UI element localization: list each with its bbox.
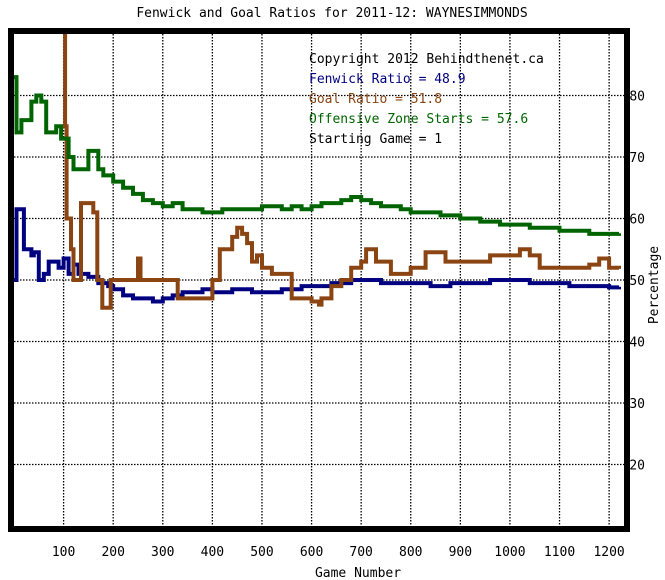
y-tick-label: 40 [629, 336, 645, 351]
plot-frame [8, 28, 630, 532]
y-tick-label: 50 [629, 274, 645, 289]
series-line-fenwick-ratio [14, 207, 621, 304]
annotation-line: Starting Game = 1 [309, 132, 442, 147]
y-tick-label: 30 [629, 397, 645, 412]
series-line-goal-ratio [63, 34, 621, 310]
chart-title: Fenwick and Goal Ratios for 2011-12: WAY… [136, 6, 527, 21]
x-axis-label: Game Number [315, 566, 401, 580]
x-tick-label: 300 [151, 545, 174, 560]
annotation-line: Copyright 2012 Behindthenet.ca [309, 52, 544, 67]
annotation-line: Offensive Zone Starts = 57.6 [309, 112, 528, 127]
x-tick-label: 200 [101, 545, 124, 560]
x-tick-label: 1000 [494, 545, 525, 560]
annotation-line: Fenwick Ratio = 48.9 [309, 72, 466, 87]
y-tick-labels: 20 30 40 50 60 70 80 [629, 90, 645, 474]
annotation-block: Copyright 2012 Behindthenet.ca Fenwick Ra… [309, 52, 544, 147]
x-tick-label: 1200 [593, 545, 624, 560]
x-tick-label: 100 [52, 545, 75, 560]
series-line-offensive-zone-starts [14, 75, 621, 236]
x-tick-label: 500 [250, 545, 273, 560]
x-tick-label: 400 [201, 545, 224, 560]
y-tick-label: 20 [629, 459, 645, 474]
x-tick-label: 900 [449, 545, 472, 560]
y-tick-label: 60 [629, 213, 645, 228]
y-tick-label: 70 [629, 151, 645, 166]
x-tick-labels: 100 200 300 400 500 600 700 800 900 1000 1100 1200 [52, 545, 625, 560]
x-tick-label: 700 [349, 545, 372, 560]
y-axis-label: Percentage [647, 246, 662, 324]
series-layer [14, 34, 621, 310]
annotation-line: Goal Ratio = 51.8 [309, 92, 442, 107]
x-tick-label: 800 [399, 545, 422, 560]
grid-lines [14, 34, 624, 526]
x-tick-label: 600 [300, 545, 323, 560]
y-tick-label: 80 [629, 90, 645, 105]
x-tick-label: 1100 [544, 545, 575, 560]
